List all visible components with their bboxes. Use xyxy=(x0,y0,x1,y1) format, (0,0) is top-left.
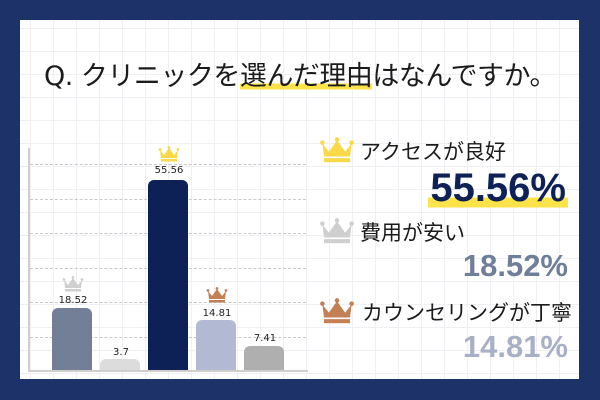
bar-value-label: 14.81 xyxy=(202,308,232,319)
silver-crown-icon xyxy=(320,218,354,244)
x-axis xyxy=(28,370,308,372)
bronze-crown-icon xyxy=(320,298,354,324)
bar xyxy=(100,359,140,371)
title-highlight: 選んだ理由 xyxy=(239,61,373,92)
rank-3-value: 14.81% xyxy=(462,329,568,364)
title-prefix: Q. クリニックを xyxy=(43,61,240,92)
bar xyxy=(196,320,236,371)
bar-value-label: 55.56 xyxy=(154,165,184,176)
rank-1-value: 55.56% xyxy=(428,166,568,211)
rank-1-label: アクセスが良好 xyxy=(360,140,506,164)
bronze-crown-icon xyxy=(206,287,228,303)
gridline xyxy=(30,164,306,165)
bar-value-label: 18.52 xyxy=(58,295,88,306)
bar-value-label: 7.41 xyxy=(253,333,277,344)
bar xyxy=(148,180,188,371)
rank-3-label: カウンセリングが丁寧 xyxy=(362,301,572,325)
y-axis xyxy=(28,148,30,372)
rank-2-label: 費用が安い xyxy=(360,221,465,245)
bar-value-label: 3.7 xyxy=(113,347,129,358)
gold-crown-icon xyxy=(158,146,180,162)
bar xyxy=(52,308,92,371)
bar xyxy=(244,346,284,371)
silver-crown-icon xyxy=(62,276,84,292)
rank-2-value: 18.52% xyxy=(462,248,568,283)
page-title: Q. クリニックを選んだ理由はなんですか。 xyxy=(0,54,600,93)
gold-crown-icon xyxy=(320,137,354,163)
title-suffix: はなんですか。 xyxy=(372,61,557,92)
